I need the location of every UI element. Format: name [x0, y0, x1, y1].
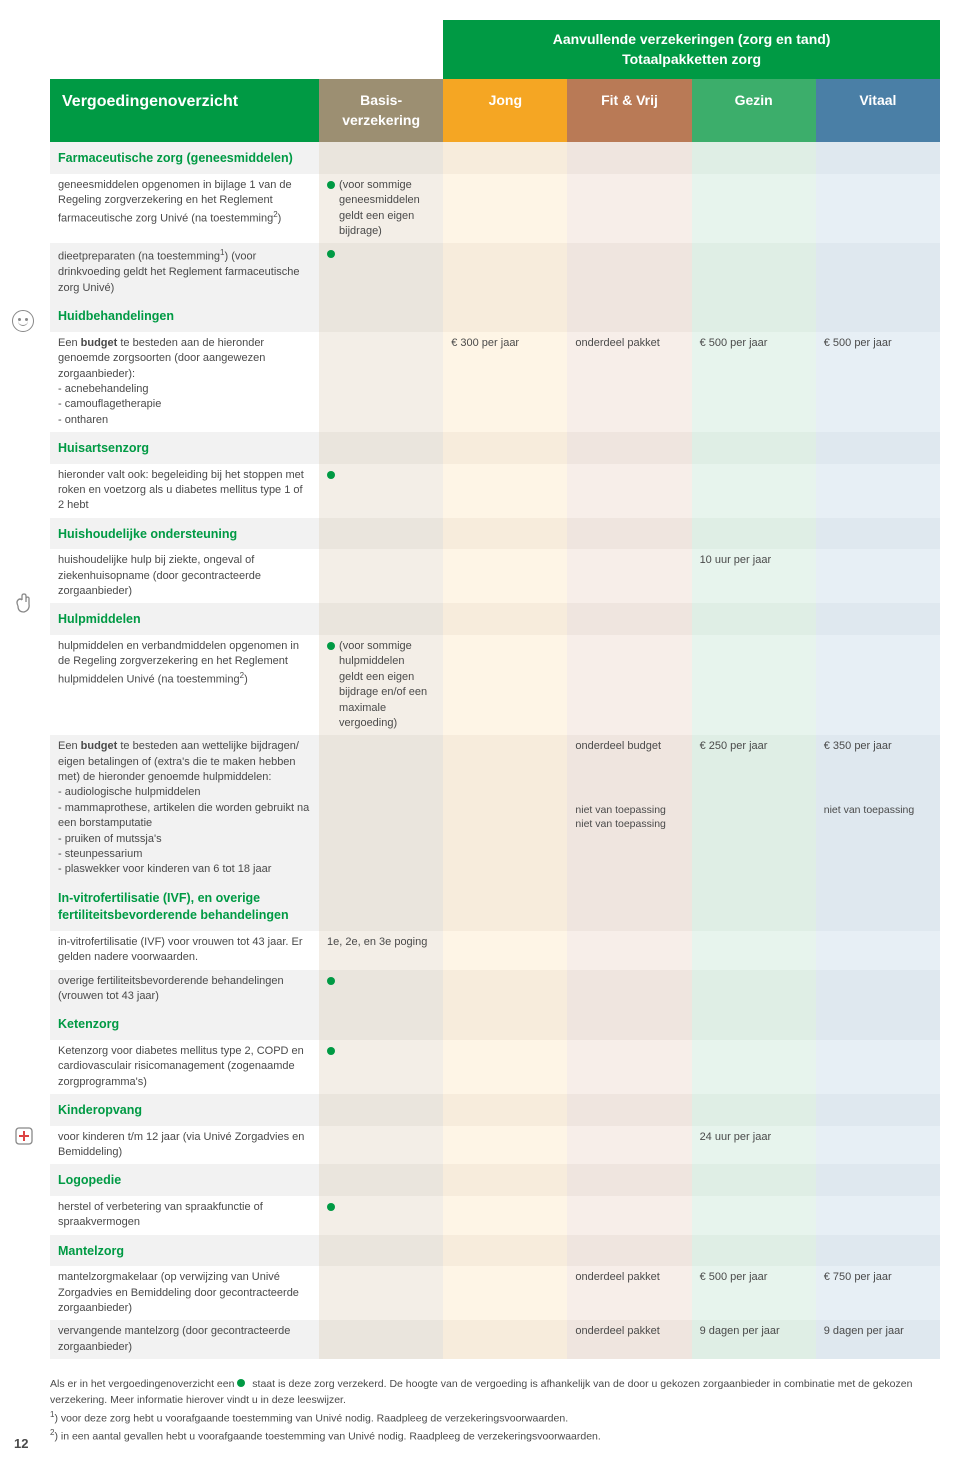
section-title: Ketenzorg — [50, 1008, 319, 1040]
row-description: voor kinderen t/m 12 jaar (via Univé Zor… — [50, 1126, 319, 1165]
dot-icon — [327, 642, 335, 650]
dot-icon — [327, 977, 335, 985]
plan-cell: € 500 per jaar — [816, 332, 940, 432]
section-title: Farmaceutische zorg (geneesmiddelen) — [50, 142, 319, 174]
page-number: 12 — [14, 1436, 28, 1451]
face-icon — [12, 310, 36, 334]
header-basis: Basis-verzekering — [319, 79, 443, 142]
row-description: Een budget te besteden aan de hieronder … — [50, 332, 319, 432]
plan-cell: onderdeel pakket — [567, 1266, 691, 1320]
footnote-1: voor deze zorg hebt u voorafgaande toest… — [61, 1412, 568, 1424]
row-description: vervangende mantelzorg (door gecontracte… — [50, 1320, 319, 1359]
basis-cell — [319, 464, 443, 518]
header-desc: Vergoedingenoverzicht — [50, 79, 319, 142]
row-description: overige fertiliteitsbevorderende behande… — [50, 970, 319, 1009]
coverage-table: Aanvullende verzekeringen (zorg en tand)… — [50, 20, 940, 1359]
row-description: Ketenzorg voor diabetes mellitus type 2,… — [50, 1040, 319, 1094]
section-title: Mantelzorg — [50, 1235, 319, 1267]
section-title: Huisartsenzorg — [50, 432, 319, 464]
plan-cell: 10 uur per jaar — [692, 549, 816, 603]
row-description: in-vitrofertilisatie (IVF) voor vrouwen … — [50, 931, 319, 970]
header-fit: Fit & Vrij — [567, 79, 691, 142]
plan-cell: onderdeel budgetniet van toepassingniet … — [567, 735, 691, 882]
plan-cell: € 750 per jaar — [816, 1266, 940, 1320]
row-description: mantelzorgmakelaar (op verwijzing van Un… — [50, 1266, 319, 1320]
section-title: In-vitrofertilisatie (IVF), en overige f… — [50, 882, 319, 931]
dot-icon — [327, 1047, 335, 1055]
dot-icon — [237, 1379, 245, 1387]
header-gezin: Gezin — [692, 79, 816, 142]
hand-icon — [12, 592, 36, 616]
dot-icon — [327, 250, 335, 258]
section-title: Huishoudelijke ondersteuning — [50, 518, 319, 550]
plan-cell: € 350 per jaarniet van toepassing — [816, 735, 940, 882]
row-description: hulpmiddelen en verbandmiddelen opgenome… — [50, 635, 319, 735]
dot-icon — [327, 471, 335, 479]
super-header-line1: Aanvullende verzekeringen (zorg en tand) — [553, 31, 831, 47]
plan-cell: € 250 per jaar — [692, 735, 816, 882]
basis-cell: (voor sommige hulpmiddelen geldt een eig… — [319, 635, 443, 735]
row-description: huishoudelijke hulp bij ziekte, ongeval … — [50, 549, 319, 603]
section-title: Logopedie — [50, 1164, 319, 1196]
basis-cell: 1e, 2e, en 3e poging — [319, 931, 443, 970]
plan-cell: onderdeel pakket — [567, 332, 691, 432]
super-header-line2: Totaalpakketten zorg — [622, 51, 761, 67]
basis-cell: (voor sommige geneesmiddelen geldt een e… — [319, 174, 443, 244]
footnote-2: in een aantal gevallen hebt u voorafgaan… — [61, 1430, 601, 1442]
dot-icon — [327, 1203, 335, 1211]
basis-cell — [319, 1040, 443, 1094]
header-row: Vergoedingenoverzicht Basis-verzekering … — [50, 79, 940, 142]
dot-icon — [327, 181, 335, 189]
footnotes-block: Als er in het vergoedingenoverzicht een … — [50, 1377, 940, 1445]
section-title: Huidbehandelingen — [50, 300, 319, 332]
plan-cell: 9 dagen per jaar — [692, 1320, 816, 1359]
basis-cell — [319, 1196, 443, 1235]
row-description: geneesmiddelen opgenomen in bijlage 1 va… — [50, 174, 319, 244]
row-description: dieetpreparaten (na toestemming1) (voor … — [50, 243, 319, 300]
plan-cell: € 300 per jaar — [443, 332, 567, 432]
care-icon — [12, 1124, 36, 1148]
basis-cell — [319, 243, 443, 300]
plan-cell: onderdeel pakket — [567, 1320, 691, 1359]
section-title: Kinderopvang — [50, 1094, 319, 1126]
plan-cell: 9 dagen per jaar — [816, 1320, 940, 1359]
plan-cell: € 500 per jaar — [692, 1266, 816, 1320]
basis-cell — [319, 970, 443, 1009]
row-description: herstel of verbetering van spraakfunctie… — [50, 1196, 319, 1235]
plan-cell: € 500 per jaar — [692, 332, 816, 432]
header-vitaal: Vitaal — [816, 79, 940, 142]
row-description: hieronder valt ook: begeleiding bij het … — [50, 464, 319, 518]
row-description: Een budget te besteden aan wettelijke bi… — [50, 735, 319, 882]
plan-cell: 24 uur per jaar — [692, 1126, 816, 1165]
super-header-row: Aanvullende verzekeringen (zorg en tand)… — [50, 20, 940, 79]
header-jong: Jong — [443, 79, 567, 142]
section-title: Hulpmiddelen — [50, 603, 319, 635]
